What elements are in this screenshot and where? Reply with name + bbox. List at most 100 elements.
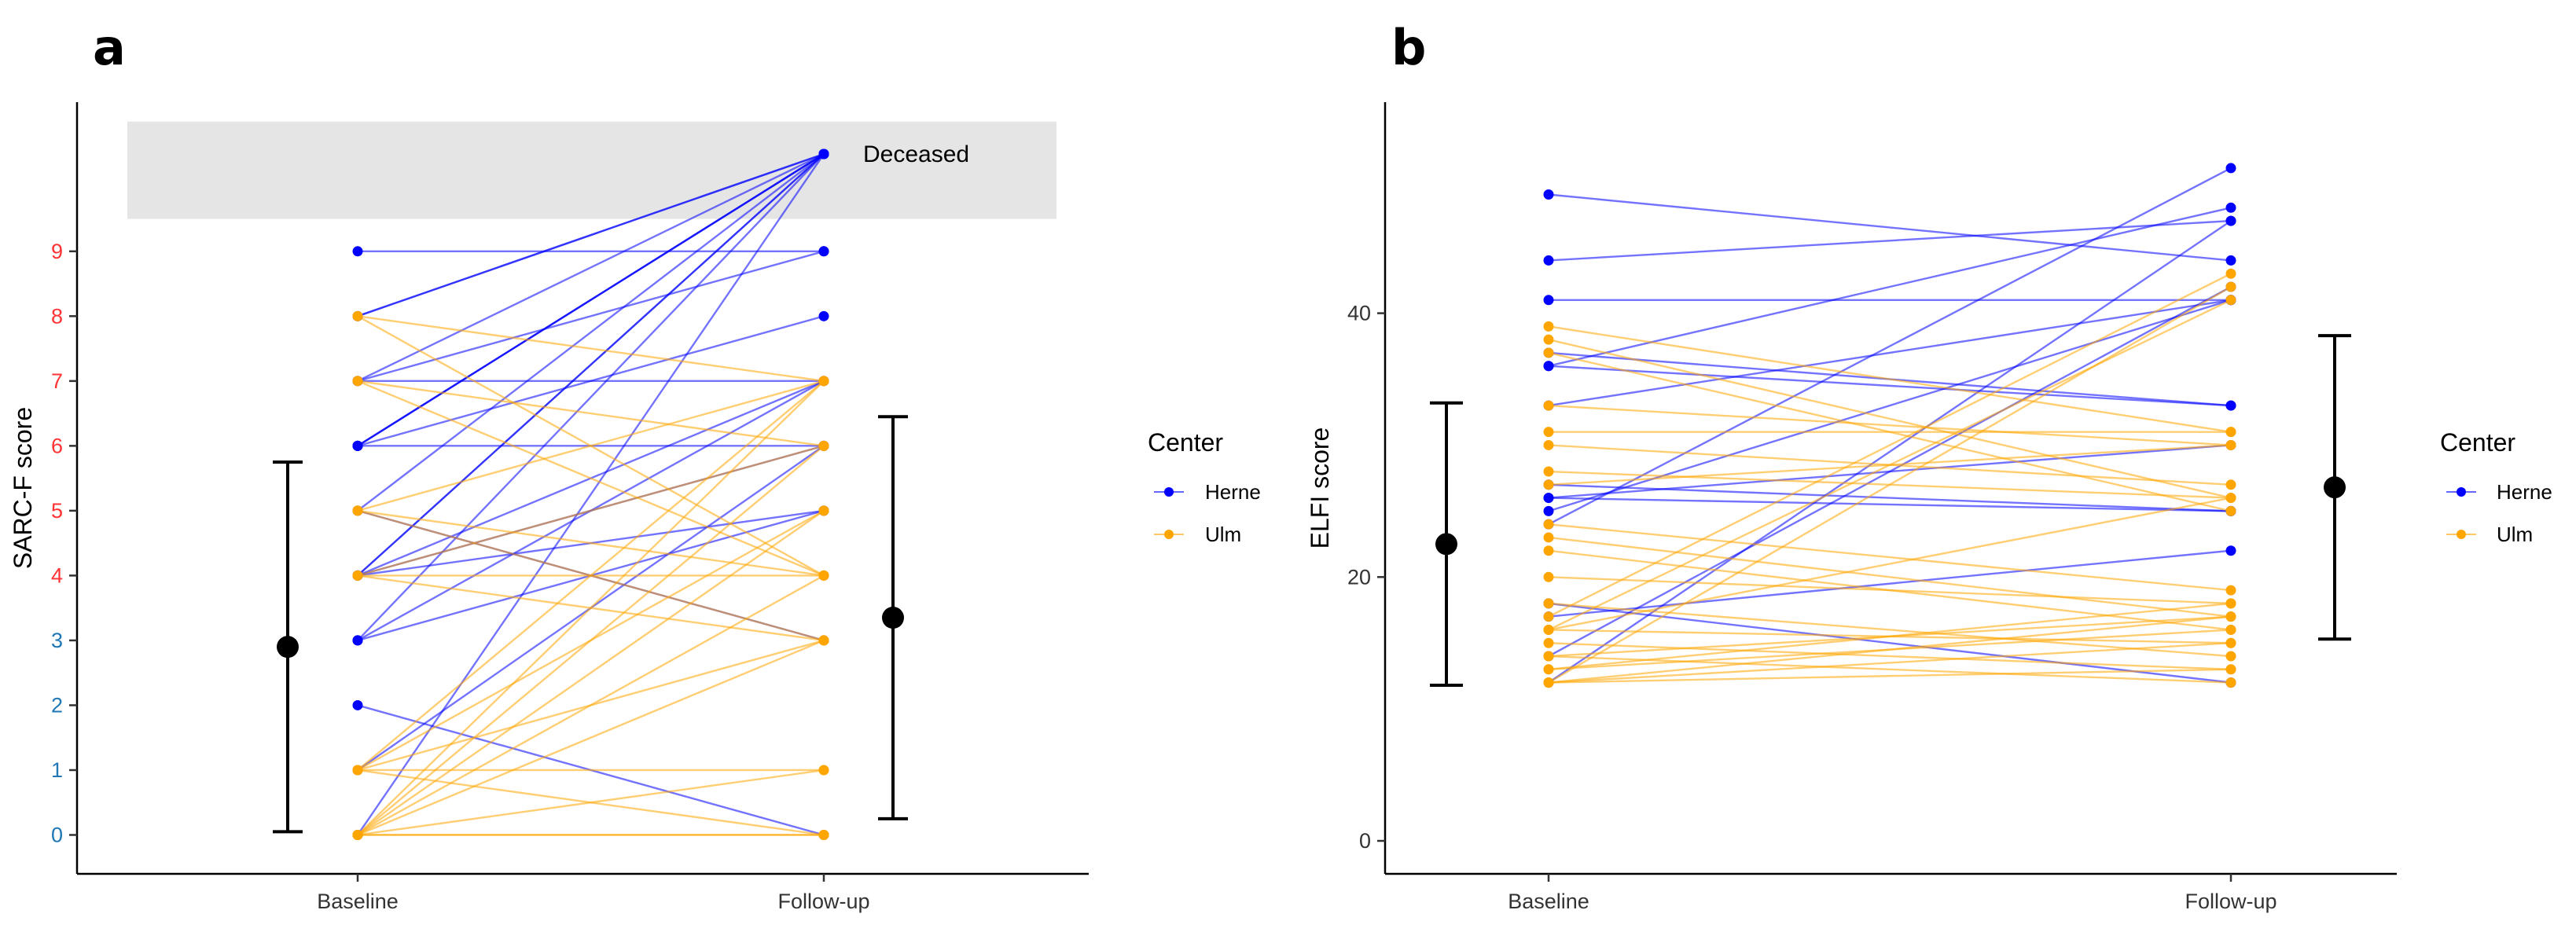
deceased-label: Deceased — [863, 141, 969, 167]
series-line-ulm — [1548, 497, 2232, 631]
data-point-ulm — [1543, 479, 1554, 490]
data-point-ulm — [2225, 624, 2236, 635]
series-line-ulm — [357, 380, 825, 447]
data-point-herne — [2225, 163, 2236, 174]
legend-label-herne-a: Herne — [1205, 480, 1261, 504]
series-line-ulm — [1548, 602, 2232, 671]
data-point-herne — [818, 310, 829, 321]
data-point-ulm — [2225, 281, 2236, 292]
panel-a-errorbars — [273, 415, 908, 834]
y-ticks-b: 0 20 40 — [1347, 302, 1385, 853]
errorbar-mean-point — [277, 636, 299, 659]
data-point-herne — [1543, 505, 1554, 516]
legend-point-ulm-b — [2457, 530, 2466, 539]
series-line-herne — [357, 315, 825, 447]
errorbar-mean-point — [882, 607, 904, 629]
series-line-ulm — [357, 380, 825, 836]
data-point-ulm — [2225, 493, 2236, 504]
data-point-ulm — [352, 829, 363, 840]
series-line-ulm — [357, 445, 825, 577]
y-ticks-a: 0 1 2 3 4 5 6 7 8 9 — [51, 240, 77, 846]
series-line-herne — [1548, 497, 2232, 512]
data-point-ulm — [352, 505, 363, 516]
series-line-ulm — [357, 509, 825, 642]
data-point-ulm — [1543, 439, 1554, 450]
series-line-herne — [1548, 365, 2232, 407]
data-point-ulm — [1543, 545, 1554, 556]
data-point-herne — [1543, 295, 1554, 306]
series-line-herne — [357, 152, 825, 447]
data-point-herne — [352, 699, 363, 710]
data-point-ulm — [2225, 611, 2236, 622]
series-line-ulm — [1548, 404, 2232, 446]
data-point-ulm — [818, 505, 829, 516]
errorbar-mean-point — [1435, 533, 1457, 556]
panel-b-lines — [1548, 167, 2232, 684]
data-point-herne — [2225, 400, 2236, 411]
series-line-herne — [357, 250, 825, 382]
data-point-ulm — [352, 376, 363, 387]
data-point-herne — [352, 440, 363, 451]
data-point-ulm — [2225, 677, 2236, 688]
data-point-herne — [352, 246, 363, 257]
legend-a: Center Herne Ulm — [1148, 428, 1261, 546]
series-line-ulm — [357, 380, 825, 512]
x-tick-label: Follow-up — [2185, 890, 2277, 913]
series-line-herne — [357, 152, 825, 317]
data-point-ulm — [818, 376, 829, 387]
panel-letter-a: a — [93, 19, 126, 76]
data-point-ulm — [2225, 585, 2236, 596]
data-point-ulm — [1543, 334, 1554, 345]
series-line-ulm — [357, 769, 825, 836]
data-point-ulm — [1543, 611, 1554, 622]
series-line-ulm — [1548, 615, 2232, 684]
deceased-band — [127, 121, 1056, 219]
series-line-herne — [357, 153, 825, 577]
y-tick-label: 2 — [51, 693, 63, 717]
data-point-herne — [818, 246, 829, 257]
legend-point-herne-b — [2457, 487, 2466, 497]
series-line-ulm — [1548, 655, 2232, 684]
y-tick-label: 0 — [1359, 829, 1371, 853]
panel-b-points — [1543, 163, 2236, 688]
data-point-ulm — [2225, 295, 2236, 306]
series-line-ulm — [1548, 523, 2232, 592]
y-tick-label: 1 — [51, 758, 63, 782]
data-point-ulm — [2225, 439, 2236, 450]
data-point-ulm — [818, 829, 829, 840]
errorbar-mean-point — [2324, 476, 2346, 499]
y-tick-label: 8 — [51, 304, 63, 328]
y-tick-label: 4 — [51, 563, 63, 587]
series-line-ulm — [357, 445, 825, 836]
data-point-herne — [352, 635, 363, 646]
panel-a-points — [352, 149, 829, 840]
data-point-ulm — [2225, 505, 2236, 516]
y-axis-title-a: SARC-F score — [9, 407, 37, 569]
data-point-ulm — [2225, 479, 2236, 490]
data-point-ulm — [1543, 624, 1554, 635]
data-point-herne — [2225, 215, 2236, 226]
series-line-ulm — [1548, 602, 2232, 658]
data-point-ulm — [1543, 466, 1554, 477]
series-line-ulm — [1548, 642, 2232, 671]
y-tick-label: 7 — [51, 369, 63, 393]
panel-a-lines — [357, 152, 825, 836]
series-line-ulm — [1548, 299, 2232, 631]
series-line-ulm — [357, 380, 825, 577]
series-line-ulm — [357, 315, 825, 383]
series-line-herne — [1548, 549, 2232, 618]
y-tick-label: 5 — [51, 499, 63, 523]
y-tick-label: 9 — [51, 240, 63, 263]
data-point-ulm — [1543, 664, 1554, 675]
data-point-herne — [2225, 202, 2236, 213]
legend-point-ulm-a — [1164, 530, 1174, 539]
series-line-ulm — [1548, 642, 2232, 684]
data-point-ulm — [1543, 637, 1554, 648]
series-line-herne — [357, 153, 825, 641]
legend-title-b: Center — [2440, 428, 2515, 457]
series-line-herne — [357, 152, 825, 382]
series-line-herne — [1548, 207, 2232, 367]
series-line-ulm — [357, 574, 825, 836]
series-line-ulm — [1548, 536, 2232, 618]
